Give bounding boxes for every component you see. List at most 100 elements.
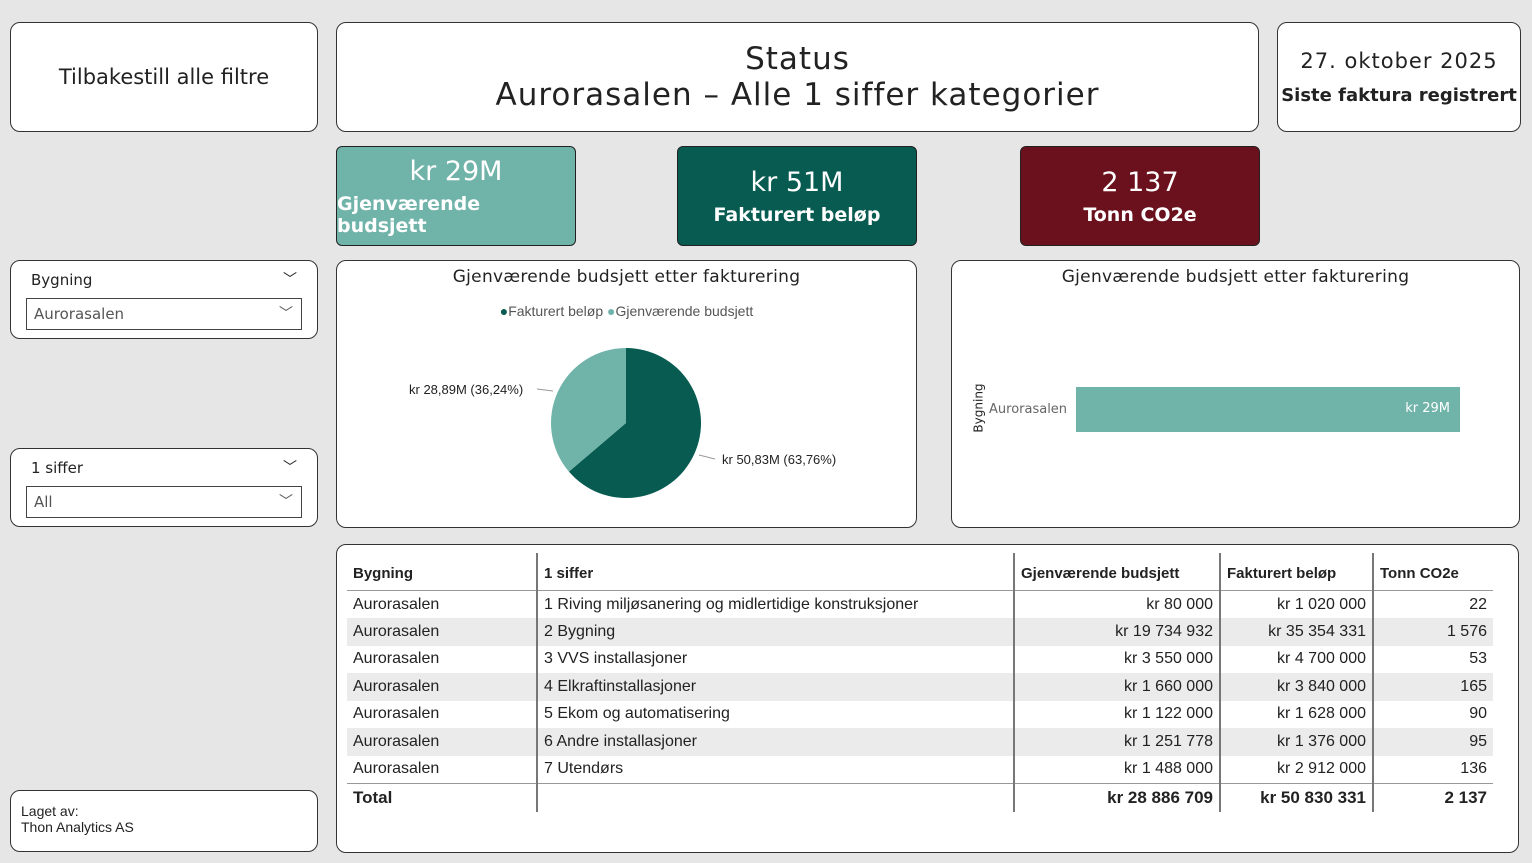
- last-invoice-date: 27. oktober 2025: [1300, 48, 1498, 73]
- legend-item[interactable]: Gjenværende budsjett: [615, 303, 754, 319]
- cell: 3 VVS installasjoner: [536, 645, 1014, 673]
- bar-aurorasalen[interactable]: kr 29M: [1076, 387, 1460, 432]
- bar-data-label: kr 29M: [1405, 401, 1450, 416]
- kpi-value: kr 51M: [750, 167, 844, 198]
- chevron-down-icon[interactable]: ﹀: [283, 460, 297, 476]
- cell: 2 Bygning: [536, 618, 1014, 646]
- col-header[interactable]: Gjenværende budsjett: [1013, 553, 1220, 591]
- cell: kr 3 550 000: [1013, 645, 1220, 673]
- pie-chart: [536, 348, 716, 498]
- pie-label-invoiced: kr 50,83M (63,76%): [722, 452, 837, 467]
- dropdown-value: Aurorasalen: [34, 305, 125, 323]
- cell: Aurorasalen: [353, 595, 440, 613]
- kpi-co2: 2 137 Tonn CO2e: [1020, 146, 1260, 246]
- siffer-dropdown[interactable]: All ﹀: [26, 486, 302, 518]
- leader-line: [536, 388, 554, 392]
- cell: 4 Elkraftinstallasjoner: [536, 673, 1014, 701]
- cell: 22: [1372, 590, 1493, 618]
- cell: kr 2 912 000: [1219, 755, 1373, 783]
- cell: kr 1 660 000: [1013, 673, 1220, 701]
- col-header[interactable]: Bygning: [347, 553, 537, 591]
- table-row[interactable]: Aurorasalen 6 Andre installasjoner kr 1 25…: [347, 728, 1493, 756]
- bygning-dropdown[interactable]: Aurorasalen ﹀: [26, 298, 302, 330]
- cell: 90: [1372, 700, 1493, 728]
- slicer-title: Bygning: [31, 271, 93, 289]
- cell: Total: [347, 782, 537, 812]
- legend-marker: ●: [607, 303, 616, 319]
- table-row[interactable]: Aurorasalen 1 Riving miljøsanering og mid…: [347, 590, 1493, 618]
- credit-card: Laget av: Thon Analytics AS: [10, 790, 318, 852]
- date-card: 27. oktober 2025 Siste faktura registrer…: [1277, 22, 1521, 132]
- cell: kr 1 488 000: [1013, 755, 1220, 783]
- cell: kr 80 000: [1013, 590, 1220, 618]
- kpi-label: Tonn CO2e: [1083, 204, 1197, 226]
- legend-marker: ●: [499, 303, 509, 319]
- bar-chart-card: Gjenværende budsjett etter fakturering B…: [951, 260, 1520, 528]
- total-row: Total kr 28 886 709 kr 50 830 331 2 137: [347, 782, 1493, 812]
- credit-line2: Thon Analytics AS: [21, 819, 134, 835]
- cell: Aurorasalen: [347, 618, 537, 646]
- cell: kr 1 122 000: [1013, 700, 1220, 728]
- reset-filters-label: Tilbakestill alle filtre: [58, 65, 270, 89]
- page-title: Status: [745, 41, 850, 77]
- table-row[interactable]: Aurorasalen 2 Bygning kr 19 734 932 kr 35 3…: [347, 618, 1493, 646]
- cell: 2 137: [1372, 782, 1493, 812]
- last-invoice-label: Siste faktura registrert: [1281, 84, 1517, 106]
- cell: 136: [1372, 755, 1493, 783]
- table-row[interactable]: Aurorasalen 5 Ekom og automatisering kr 1 …: [347, 700, 1493, 728]
- chart-title: Gjenværende budsjett etter fakturering: [1061, 267, 1410, 287]
- cell: kr 35 354 331: [1219, 618, 1373, 646]
- cell: 95: [1372, 728, 1493, 756]
- cell: 165: [1372, 673, 1493, 701]
- chart-title: Gjenværende budsjett etter fakturering: [452, 267, 801, 287]
- chevron-down-icon[interactable]: ﹀: [283, 272, 297, 288]
- chevron-down-icon: ﹀: [279, 494, 293, 510]
- table-row[interactable]: Aurorasalen 7 Utendørs kr 1 488 000 kr 2 91…: [347, 755, 1493, 783]
- cell: kr 19 734 932: [1013, 618, 1220, 646]
- reset-filters-button[interactable]: Tilbakestill alle filtre: [10, 22, 318, 132]
- page-subtitle: Aurorasalen – Alle 1 siffer kategorier: [495, 77, 1100, 113]
- credit-line1: Laget av:: [21, 803, 79, 819]
- slicer-1-siffer: 1 siffer ﹀ All ﹀: [10, 448, 318, 527]
- table-row[interactable]: Aurorasalen 3 VVS installasjoner kr 3 550 …: [347, 645, 1493, 673]
- cell: 6 Andre installasjoner: [536, 728, 1014, 756]
- cell: kr 4 700 000: [1219, 645, 1373, 673]
- pie-legend: ●Fakturert beløp ●Gjenværende budsjett: [337, 303, 916, 319]
- kpi-value: kr 29M: [409, 156, 503, 187]
- cell: kr 28 886 709: [1013, 782, 1220, 812]
- dropdown-value: All: [34, 493, 53, 511]
- cell: Aurorasalen: [353, 705, 440, 723]
- cell: Aurorasalen: [353, 760, 440, 777]
- data-table: Bygning 1 siffer Gjenværende budsjett Fa…: [347, 553, 1493, 812]
- col-header[interactable]: 1 siffer: [536, 553, 1014, 591]
- col-header[interactable]: Tonn CO2e: [1372, 553, 1493, 591]
- kpi-label: Gjenværende budsjett: [337, 193, 481, 237]
- cell: kr 3 840 000: [1219, 673, 1373, 701]
- cell: kr 1 020 000: [1219, 590, 1373, 618]
- table-row[interactable]: Aurorasalen 4 Elkraftinstallasjoner kr 1 6…: [347, 673, 1493, 701]
- cell: Aurorasalen: [347, 673, 537, 701]
- cell: 1 576: [1372, 618, 1493, 646]
- pie-slice[interactable]: [551, 348, 626, 472]
- y-tick-label: Aurorasalen: [989, 402, 1068, 417]
- slicer-title: 1 siffer: [31, 459, 84, 477]
- leader-line: [698, 454, 716, 460]
- cell: kr 1 628 000: [1219, 700, 1373, 728]
- col-header[interactable]: Fakturert beløp: [1219, 553, 1373, 591]
- cell: kr 1 376 000: [1219, 728, 1373, 756]
- kpi-label: Fakturert beløp: [713, 204, 881, 226]
- chevron-down-icon: ﹀: [279, 306, 293, 322]
- cell: [536, 782, 1014, 812]
- cell: kr 1 251 778: [1013, 728, 1220, 756]
- slicer-bygning: Bygning ﹀ Aurorasalen ﹀: [10, 260, 318, 339]
- cell: Aurorasalen: [347, 728, 537, 756]
- cell: 53: [1372, 645, 1493, 673]
- kpi-invoiced-amount: kr 51M Fakturert beløp: [677, 146, 917, 246]
- cell: Aurorasalen: [353, 650, 440, 668]
- legend-item[interactable]: Fakturert beløp: [508, 303, 604, 319]
- kpi-remaining-budget: kr 29M Gjenværende budsjett: [336, 146, 576, 246]
- kpi-value: 2 137: [1101, 167, 1179, 198]
- pie-label-remaining: kr 28,89M (36,24%): [409, 382, 524, 397]
- pie-slice[interactable]: [568, 348, 701, 498]
- header-card: Status Aurorasalen – Alle 1 siffer kateg…: [336, 22, 1259, 132]
